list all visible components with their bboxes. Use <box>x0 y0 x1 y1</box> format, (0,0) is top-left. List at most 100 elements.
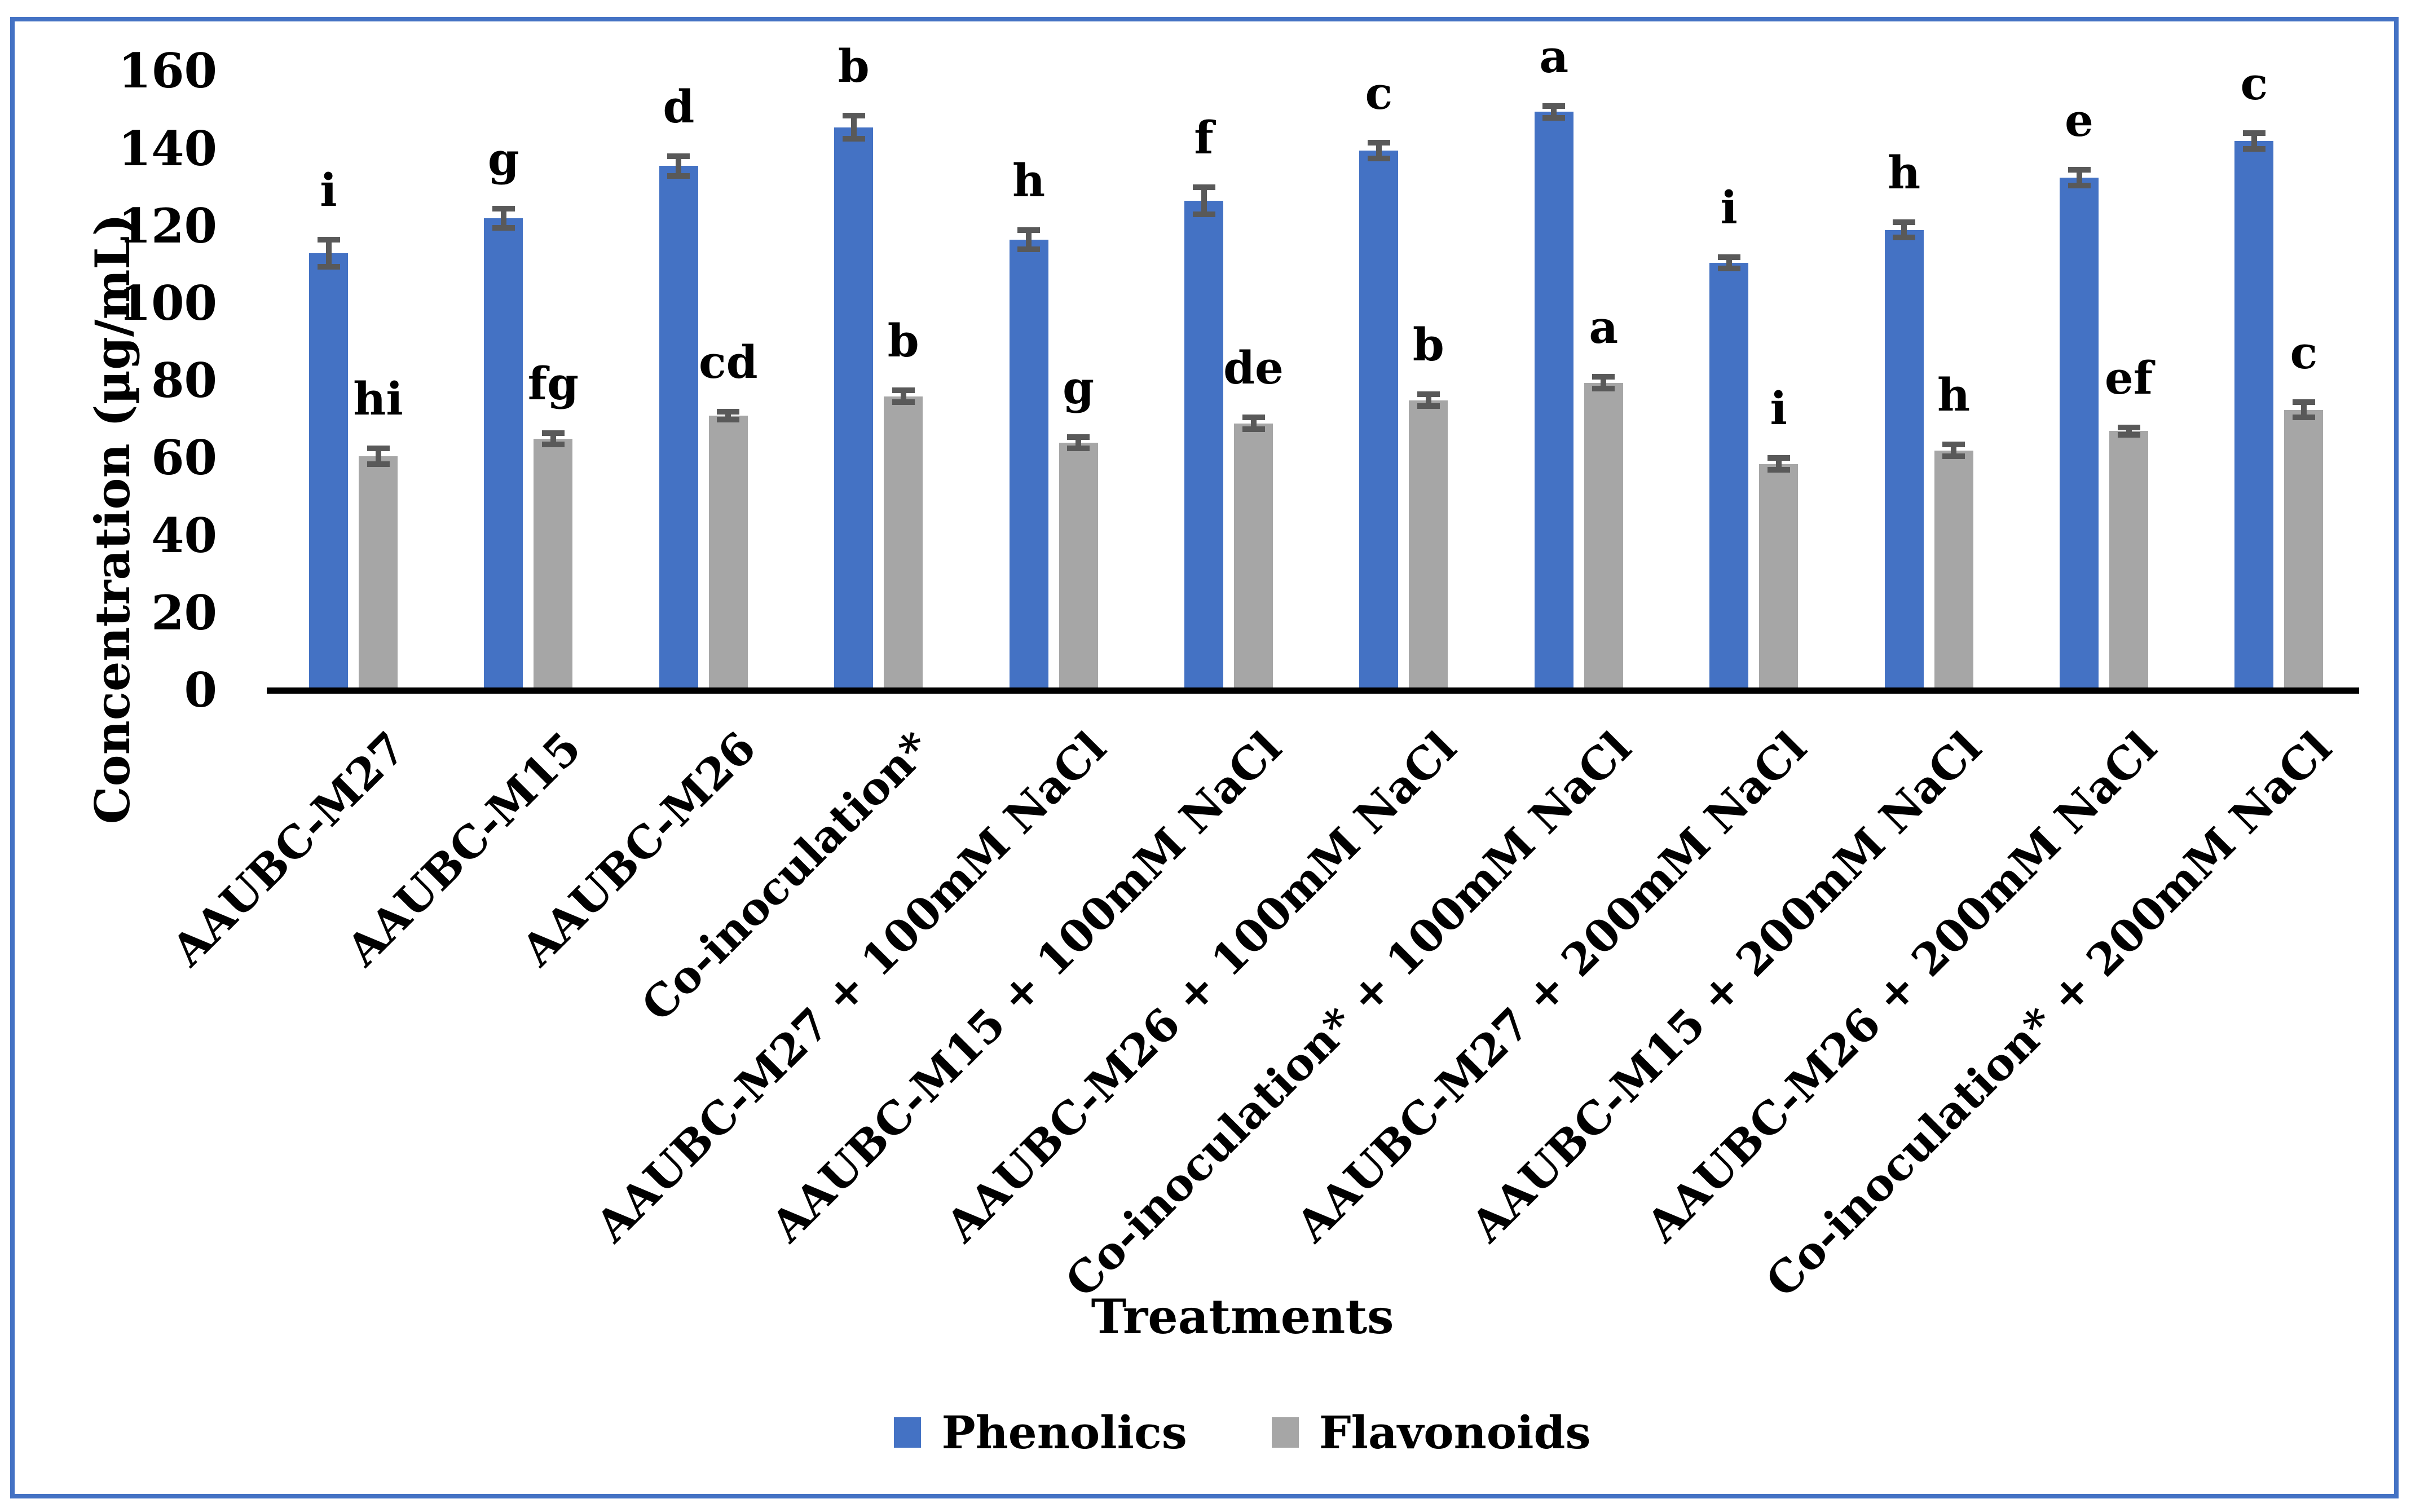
bar-flavonoids-9 <box>1759 464 1799 690</box>
category-label: AAUBC-M15 + 100mM NaCl <box>761 722 1292 1253</box>
error-bar-cap-top <box>1592 374 1615 380</box>
error-bar-cap-top <box>1192 184 1215 191</box>
error-bar-cap-top <box>2117 424 2140 430</box>
x-axis-title: Treatments <box>1091 1289 1394 1345</box>
category-label: AAUBC-M26 + 200mM NaCl <box>1636 722 2167 1253</box>
y-tick-label: 40 <box>151 507 217 563</box>
error-bar-line <box>1775 458 1782 470</box>
error-bar-line <box>1601 377 1607 389</box>
error-bar-line <box>900 390 906 402</box>
bar-phenolics-4 <box>834 127 874 690</box>
significance-letter: b <box>1412 318 1444 372</box>
y-tick-label: 100 <box>118 275 217 331</box>
y-tick-label: 160 <box>118 43 217 99</box>
bar-phenolics-1 <box>309 253 348 690</box>
error-bar-cap-top <box>1417 391 1440 398</box>
significance-letter: c <box>2240 57 2268 111</box>
category-label: Co-inoculation* + 200mM NaCl <box>1756 722 2342 1308</box>
significance-letter: c <box>2290 325 2318 379</box>
significance-letter: b <box>838 39 870 93</box>
error-bar-cap-bottom <box>667 173 690 179</box>
bar-phenolics-12 <box>2234 140 2274 690</box>
bar-phenolics-5 <box>1009 239 1048 690</box>
significance-letter: h <box>1888 146 1921 199</box>
error-bar-line <box>375 448 381 464</box>
bar-flavonoids-12 <box>2284 409 2324 690</box>
error-bar-cap-bottom <box>317 263 340 270</box>
error-bar-line <box>1726 257 1732 269</box>
error-bar-cap-top <box>2292 399 2315 405</box>
category-label: AAUBC-M27 + 200mM NaCl <box>1286 722 1817 1253</box>
significance-letter: i <box>1770 382 1787 435</box>
error-bar-cap-top <box>1767 455 1790 461</box>
bar-phenolics-2 <box>484 218 523 690</box>
error-bar-line <box>2076 170 2082 186</box>
error-bar-line <box>1901 222 1907 238</box>
error-bar-line <box>850 116 857 139</box>
y-tick-label: 20 <box>151 584 217 641</box>
error-bar-cap-top <box>842 113 865 119</box>
bar-flavonoids-3 <box>708 415 748 690</box>
error-bar-line <box>1026 230 1032 249</box>
error-bar-cap-bottom <box>1242 426 1265 432</box>
error-bar-cap-top <box>317 236 340 243</box>
significance-letter: a <box>1589 301 1619 354</box>
bar-flavonoids-7 <box>1409 400 1448 690</box>
error-bar-cap-bottom <box>1542 114 1566 121</box>
error-bar-cap-bottom <box>892 399 915 405</box>
significance-letter: de <box>1223 341 1284 395</box>
significance-letter: h <box>1937 368 1971 422</box>
significance-letter: c <box>1365 67 1393 120</box>
legend-label-phenolics: Phenolics <box>941 1406 1187 1459</box>
error-bar-cap-top <box>1717 254 1740 260</box>
error-bar-cap-bottom <box>2292 415 2315 421</box>
error-bar-cap-bottom <box>2117 432 2140 438</box>
bar-phenolics-8 <box>1534 112 1573 690</box>
error-bar-line <box>676 156 682 176</box>
error-bar-cap-top <box>541 430 565 436</box>
bar-flavonoids-1 <box>359 456 398 690</box>
error-bar-line <box>1250 417 1257 429</box>
error-bar-cap-top <box>1242 415 1265 421</box>
phenolics-swatch-icon <box>894 1417 922 1448</box>
error-bar-cap-bottom <box>1367 155 1390 161</box>
error-bar-line <box>1551 106 1557 118</box>
error-bar-cap-bottom <box>1893 235 1916 241</box>
error-bar-line <box>1425 394 1431 406</box>
significance-letter: i <box>320 163 337 217</box>
error-bar-line <box>2126 427 2132 435</box>
flavonoids-swatch-icon <box>1271 1417 1299 1448</box>
significance-letter: a <box>1539 30 1569 83</box>
error-bar-line <box>725 412 731 420</box>
error-bar-cap-bottom <box>1767 466 1790 473</box>
error-bar-cap-bottom <box>1192 211 1215 218</box>
bar-flavonoids-6 <box>1234 423 1273 690</box>
significance-letter: h <box>1012 153 1046 207</box>
error-bar-line <box>325 239 332 267</box>
error-bar-cap-top <box>1367 140 1390 146</box>
error-bar-line <box>1076 437 1082 449</box>
significance-letter: f <box>1194 111 1214 165</box>
bar-phenolics-10 <box>1884 230 1924 690</box>
category-label: AAUBC-M26 + 100mM NaCl <box>936 722 1466 1253</box>
legend-item-flavonoids: Flavonoids <box>1271 1404 1591 1461</box>
error-bar-cap-top <box>1017 227 1041 233</box>
error-bar-cap-top <box>717 409 740 415</box>
bar-phenolics-6 <box>1184 201 1223 690</box>
error-bar-cap-bottom <box>2242 146 2265 152</box>
significance-letter: g <box>1063 360 1095 414</box>
error-bar-cap-top <box>1542 103 1566 109</box>
error-bar-line <box>550 433 556 445</box>
error-bar-cap-top <box>667 153 690 160</box>
error-bar-cap-top <box>2068 167 2091 173</box>
significance-letter: fg <box>527 356 579 410</box>
error-bar-line <box>1201 187 1207 215</box>
error-bar-line <box>500 208 506 228</box>
error-bar-cap-bottom <box>541 442 565 448</box>
bar-phenolics-11 <box>2060 178 2099 690</box>
y-tick-label: 80 <box>151 352 217 409</box>
significance-letter: i <box>1720 180 1738 234</box>
legend-item-phenolics: Phenolics <box>894 1404 1187 1461</box>
bar-flavonoids-8 <box>1584 382 1623 690</box>
